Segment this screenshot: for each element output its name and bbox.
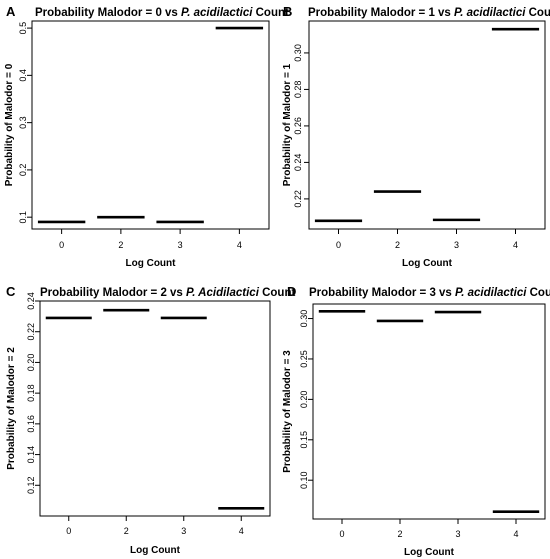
x-tick-label: 2 xyxy=(397,529,402,539)
y-tick-label: 0.4 xyxy=(18,69,28,82)
y-tick-label: 0.2 xyxy=(18,164,28,177)
panel-letter: D xyxy=(287,284,296,299)
x-tick-label: 0 xyxy=(336,240,341,250)
y-tick-label: 0.24 xyxy=(26,292,36,310)
title-species: P. Acidilactici xyxy=(186,287,260,299)
x-tick-label: 0 xyxy=(339,529,344,539)
y-tick-label: 0.14 xyxy=(26,446,36,464)
title-suffix: Count xyxy=(525,7,550,19)
y-tick-label: 0.24 xyxy=(293,154,303,172)
y-axis-label: Probability of Malodor = 3 xyxy=(282,350,293,473)
plot-frame xyxy=(308,20,546,230)
x-tick-label: 4 xyxy=(239,526,244,536)
y-tick-label: 0.20 xyxy=(26,354,36,372)
panel-letter: B xyxy=(283,4,292,19)
y-tick-label: 0.1 xyxy=(18,211,28,224)
y-tick-label: 0.20 xyxy=(299,391,309,409)
title-text: Probability Malodor = 1 vs xyxy=(308,7,454,19)
y-tick-label: 0.22 xyxy=(26,323,36,341)
y-tick-label: 0.10 xyxy=(299,471,309,489)
x-axis-label: Log Count xyxy=(402,258,453,269)
y-tick-label: 0.15 xyxy=(299,431,309,449)
y-axis-label: Probability of Malodor = 0 xyxy=(4,63,15,186)
y-tick-label: 0.25 xyxy=(299,350,309,368)
x-tick-label: 3 xyxy=(455,529,460,539)
plot-frame xyxy=(39,300,271,517)
title-suffix: Count xyxy=(259,287,296,299)
title-text: Probability Malodor = 0 vs xyxy=(35,7,181,19)
title-text: Probability Malodor = 3 vs xyxy=(309,287,455,299)
plot-frame xyxy=(312,303,546,520)
chart-panel-a: A Probability Malodor = 0 vs P. acidilact… xyxy=(4,4,289,269)
x-tick-label: 2 xyxy=(118,240,123,250)
title-species: P. acidilactici xyxy=(455,287,527,299)
title-suffix: Count xyxy=(252,7,289,19)
panel-letter: A xyxy=(6,4,16,19)
y-axis-label: Probability of Malodor = 1 xyxy=(282,63,293,186)
x-tick-label: 3 xyxy=(178,240,183,250)
x-tick-label: 2 xyxy=(124,526,129,536)
y-tick-label: 0.18 xyxy=(26,384,36,402)
title-species: P. acidilactici xyxy=(181,7,253,19)
y-tick-label: 0.16 xyxy=(26,415,36,433)
x-tick-label: 4 xyxy=(513,529,518,539)
x-tick-label: 0 xyxy=(66,526,71,536)
y-tick-label: 0.28 xyxy=(293,81,303,99)
chart-title: Probability Malodor = 1 vs P. acidilacti… xyxy=(308,7,550,19)
plot-frame xyxy=(31,20,270,230)
title-suffix: Count xyxy=(526,287,550,299)
x-tick-label: 2 xyxy=(395,240,400,250)
x-axis-label: Log Count xyxy=(126,258,177,269)
x-tick-label: 4 xyxy=(513,240,518,250)
x-axis-label: Log Count xyxy=(130,545,181,556)
x-tick-label: 0 xyxy=(59,240,64,250)
chart-title: Probability Malodor = 0 vs P. acidilacti… xyxy=(35,7,289,19)
chart-panel-d: D Probability Malodor = 3 vs P. acidilact… xyxy=(282,284,550,558)
y-tick-label: 0.22 xyxy=(293,190,303,208)
title-species: P. acidilactici xyxy=(454,7,526,19)
y-axis-label: Probability of Malodor = 2 xyxy=(6,347,17,470)
x-tick-label: 4 xyxy=(237,240,242,250)
x-tick-label: 3 xyxy=(181,526,186,536)
x-axis-label: Log Count xyxy=(404,547,455,558)
panel-letter: C xyxy=(6,284,16,299)
y-tick-label: 0.12 xyxy=(26,477,36,495)
chart-panel-c: C Probability Malodor = 2 vs P. Acidilact… xyxy=(6,284,295,556)
chart-title: Probability Malodor = 3 vs P. acidilacti… xyxy=(309,287,550,299)
x-tick-label: 3 xyxy=(454,240,459,250)
title-text: Probability Malodor = 2 vs xyxy=(40,287,186,299)
y-tick-label: 0.3 xyxy=(18,116,28,129)
y-tick-label: 0.30 xyxy=(293,44,303,62)
y-tick-label: 0.26 xyxy=(293,117,303,135)
y-tick-label: 0.5 xyxy=(18,22,28,35)
y-tick-label: 0.30 xyxy=(299,310,309,328)
chart-title: Probability Malodor = 2 vs P. Acidilacti… xyxy=(40,287,295,299)
chart-panel-b: B Probability Malodor = 1 vs P. acidilact… xyxy=(282,4,550,269)
